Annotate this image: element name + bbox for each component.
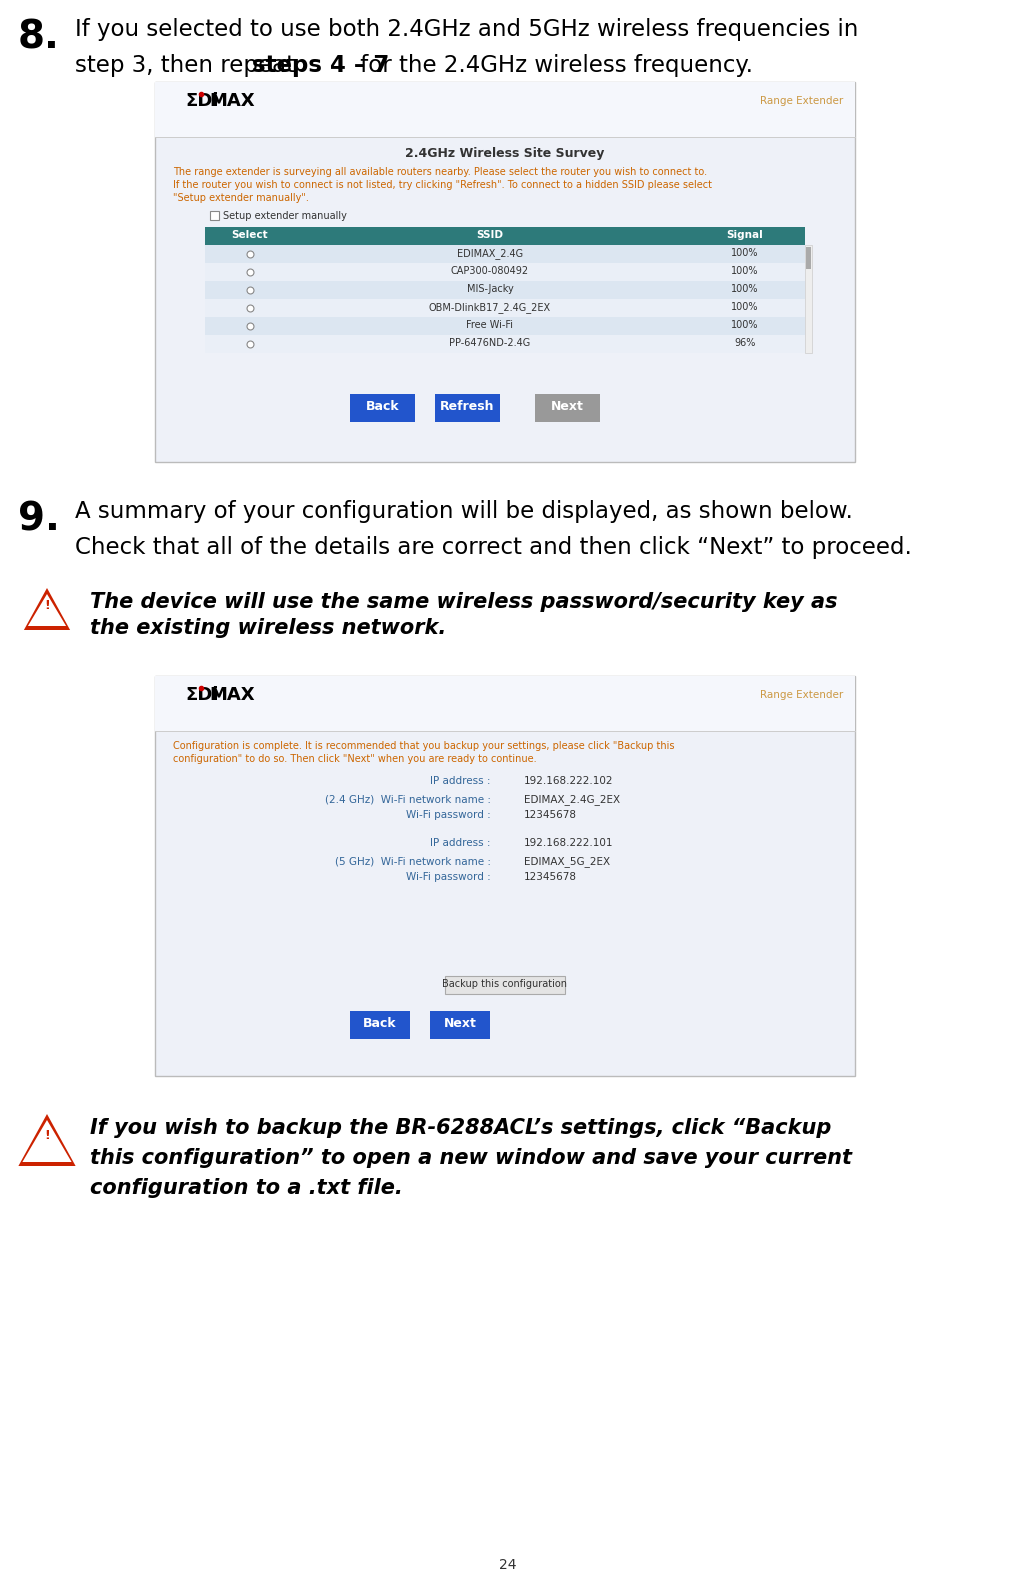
Text: MIS-Jacky: MIS-Jacky <box>466 284 513 295</box>
Text: OBM-DlinkB17_2.4G_2EX: OBM-DlinkB17_2.4G_2EX <box>429 303 551 314</box>
Text: ΣDi: ΣDi <box>185 686 218 704</box>
Text: 192.168.222.102: 192.168.222.102 <box>524 775 614 786</box>
FancyBboxPatch shape <box>430 1010 490 1039</box>
FancyBboxPatch shape <box>805 244 812 353</box>
Text: Signal: Signal <box>726 230 763 240</box>
Text: Backup this configuration: Backup this configuration <box>443 979 568 990</box>
FancyBboxPatch shape <box>205 336 805 353</box>
Text: IP address :: IP address : <box>431 838 491 848</box>
Text: Back: Back <box>366 400 399 413</box>
Text: 2.4GHz Wireless Site Survey: 2.4GHz Wireless Site Survey <box>405 147 605 161</box>
Polygon shape <box>22 1121 71 1162</box>
Text: !: ! <box>44 599 50 611</box>
Text: 9.: 9. <box>18 500 60 537</box>
Polygon shape <box>24 588 70 630</box>
FancyBboxPatch shape <box>350 1010 410 1039</box>
Text: steps 4 – 7: steps 4 – 7 <box>252 54 389 77</box>
Text: (5 GHz)  Wi-Fi network name :: (5 GHz) Wi-Fi network name : <box>335 856 491 865</box>
Text: If the router you wish to connect is not listed, try clicking "Refresh". To conn: If the router you wish to connect is not… <box>173 180 712 191</box>
FancyBboxPatch shape <box>205 263 805 281</box>
Text: Check that all of the details are correct and then click “Next” to proceed.: Check that all of the details are correc… <box>75 536 912 559</box>
Text: 100%: 100% <box>732 320 759 329</box>
Text: Next: Next <box>444 1017 477 1031</box>
Text: A summary of your configuration will be displayed, as shown below.: A summary of your configuration will be … <box>75 500 852 523</box>
FancyBboxPatch shape <box>205 244 805 263</box>
Text: Free Wi-Fi: Free Wi-Fi <box>466 320 513 329</box>
Text: 100%: 100% <box>732 284 759 295</box>
Text: step 3, then repeat: step 3, then repeat <box>75 54 302 77</box>
Text: 96%: 96% <box>735 337 756 348</box>
Text: this configuration” to open a new window and save your current: this configuration” to open a new window… <box>90 1147 852 1168</box>
Text: configuration to a .txt file.: configuration to a .txt file. <box>90 1177 402 1198</box>
Text: 12345678: 12345678 <box>524 810 577 820</box>
FancyBboxPatch shape <box>155 676 855 731</box>
Text: the existing wireless network.: the existing wireless network. <box>90 618 446 638</box>
Text: EDIMAX_5G_2EX: EDIMAX_5G_2EX <box>524 856 611 867</box>
FancyBboxPatch shape <box>350 394 415 422</box>
Text: Wi-Fi password :: Wi-Fi password : <box>406 810 491 820</box>
Text: Configuration is complete. It is recommended that you backup your settings, plea: Configuration is complete. It is recomme… <box>173 741 675 752</box>
FancyBboxPatch shape <box>806 247 811 269</box>
Text: Wi-Fi password :: Wi-Fi password : <box>406 872 491 883</box>
Text: 100%: 100% <box>732 303 759 312</box>
FancyBboxPatch shape <box>435 394 500 422</box>
Text: IP address :: IP address : <box>431 775 491 786</box>
Text: 192.168.222.101: 192.168.222.101 <box>524 838 614 848</box>
Text: The range extender is surveying all available routers nearby. Please select the : The range extender is surveying all avai… <box>173 167 707 177</box>
Polygon shape <box>18 1114 75 1166</box>
Text: "Setup extender manually".: "Setup extender manually". <box>173 192 309 203</box>
Text: Range Extender: Range Extender <box>760 690 843 700</box>
Text: Next: Next <box>551 400 584 413</box>
Text: Range Extender: Range Extender <box>760 96 843 106</box>
Text: MAX: MAX <box>209 686 255 704</box>
FancyBboxPatch shape <box>535 394 600 422</box>
Text: SSID: SSID <box>477 230 504 240</box>
Text: 100%: 100% <box>732 247 759 258</box>
Polygon shape <box>27 594 66 626</box>
FancyBboxPatch shape <box>155 676 855 1076</box>
FancyBboxPatch shape <box>205 281 805 299</box>
Text: 12345678: 12345678 <box>524 872 577 883</box>
FancyBboxPatch shape <box>205 299 805 317</box>
FancyBboxPatch shape <box>205 317 805 336</box>
Bar <box>210 211 219 221</box>
Text: 24: 24 <box>499 1559 517 1571</box>
FancyBboxPatch shape <box>155 82 855 137</box>
Text: Refresh: Refresh <box>440 400 495 413</box>
Text: configuration" to do so. Then click "Next" when you are ready to continue.: configuration" to do so. Then click "Nex… <box>173 753 536 764</box>
Text: EDIMAX_2.4G_2EX: EDIMAX_2.4G_2EX <box>524 794 620 805</box>
Text: for the 2.4GHz wireless frequency.: for the 2.4GHz wireless frequency. <box>354 54 753 77</box>
Text: 8.: 8. <box>18 17 60 57</box>
Text: PP-6476ND-2.4G: PP-6476ND-2.4G <box>449 337 530 348</box>
Text: Setup extender manually: Setup extender manually <box>223 211 346 221</box>
Text: CAP300-080492: CAP300-080492 <box>451 266 529 276</box>
Text: !: ! <box>44 1130 50 1143</box>
Text: If you selected to use both 2.4GHz and 5GHz wireless frequencies in: If you selected to use both 2.4GHz and 5… <box>75 17 859 41</box>
FancyBboxPatch shape <box>155 82 855 462</box>
FancyBboxPatch shape <box>205 227 805 244</box>
FancyBboxPatch shape <box>445 976 565 994</box>
Text: The device will use the same wireless password/security key as: The device will use the same wireless pa… <box>90 593 837 611</box>
Text: MAX: MAX <box>209 91 255 110</box>
Text: (2.4 GHz)  Wi-Fi network name :: (2.4 GHz) Wi-Fi network name : <box>325 794 491 804</box>
Text: 100%: 100% <box>732 266 759 276</box>
Text: EDIMAX_2.4G: EDIMAX_2.4G <box>457 247 523 258</box>
Text: Back: Back <box>363 1017 397 1031</box>
Text: Select: Select <box>232 230 268 240</box>
Text: If you wish to backup the BR-6288ACL’s settings, click “Backup: If you wish to backup the BR-6288ACL’s s… <box>90 1117 831 1138</box>
Text: ΣDi: ΣDi <box>185 91 218 110</box>
